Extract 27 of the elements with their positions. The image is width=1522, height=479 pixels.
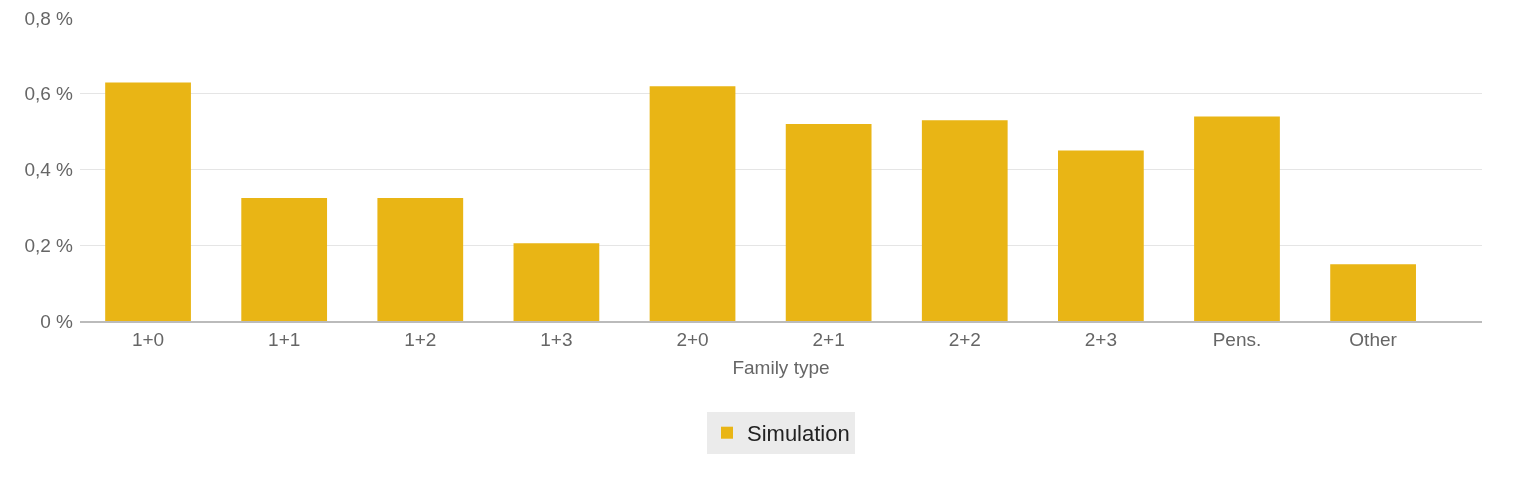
bar xyxy=(649,86,736,321)
bar xyxy=(921,120,1008,321)
y-tick-label: 0,6 % xyxy=(24,83,74,105)
y-tick-label: 0,2 % xyxy=(24,234,74,256)
x-tick-label: 1+2 xyxy=(404,328,437,350)
x-tick-label: 2+2 xyxy=(948,328,981,350)
bar xyxy=(1058,150,1144,321)
bar xyxy=(377,197,464,321)
bar xyxy=(1330,264,1416,321)
x-tick-label: Pens. xyxy=(1212,328,1262,350)
x-tick-label: 2+1 xyxy=(812,328,845,350)
x-axis-title: Family type xyxy=(732,357,830,379)
x-tick-label: 1+3 xyxy=(540,328,573,350)
x-tick-label: 1+0 xyxy=(131,328,165,350)
bar xyxy=(785,124,872,321)
y-tick-label: 0 % xyxy=(40,310,74,332)
bar xyxy=(513,243,600,321)
x-tick-label: 2+0 xyxy=(676,328,709,350)
x-tick-label: 2+3 xyxy=(1084,328,1117,350)
bar xyxy=(241,197,328,321)
bar xyxy=(1194,116,1280,321)
x-tick-label: Other xyxy=(1349,328,1398,350)
y-tick-label: 0,4 % xyxy=(24,159,74,181)
y-tick-label: 0,8 % xyxy=(24,7,74,29)
legend-label: Simulation xyxy=(747,421,850,447)
bar xyxy=(105,82,191,321)
x-tick-label: 1+1 xyxy=(268,328,301,350)
